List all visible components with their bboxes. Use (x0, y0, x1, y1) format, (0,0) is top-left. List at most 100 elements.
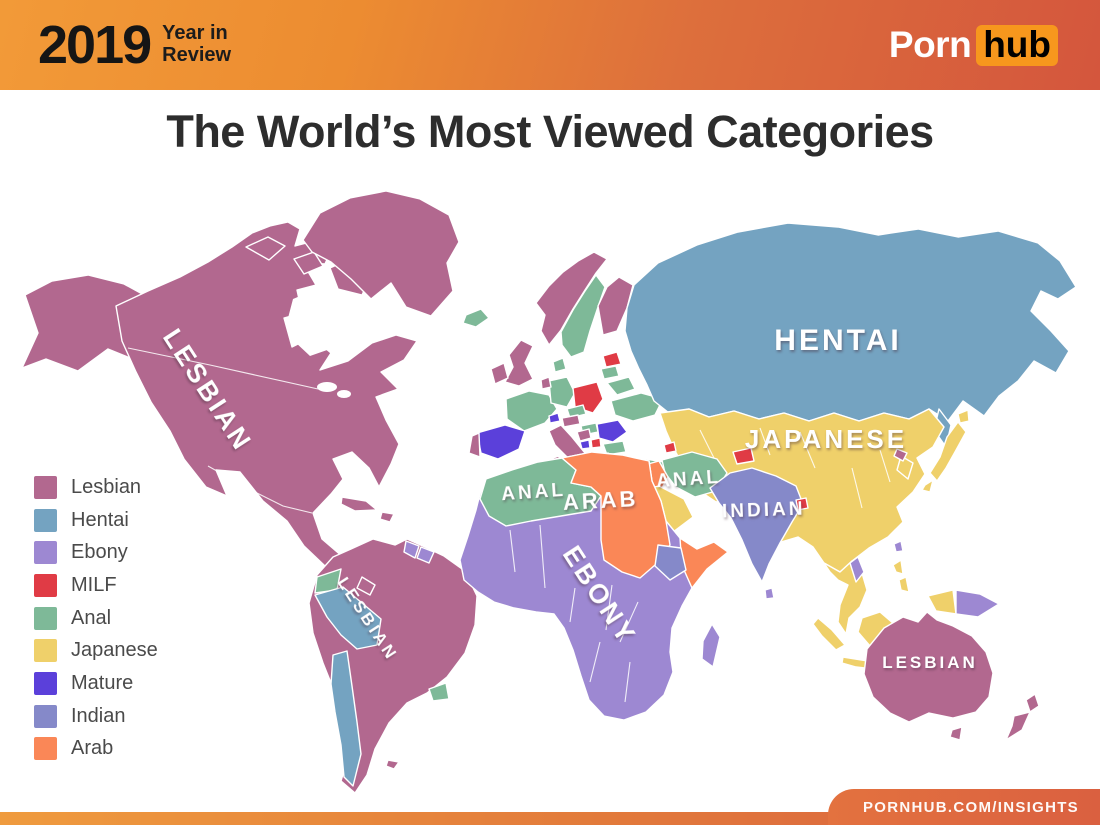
bosnia-shape (579, 439, 591, 450)
bangladesh-shape (795, 497, 809, 511)
falklands-shape (385, 759, 400, 770)
map-label-japanese: JAPANESE (745, 424, 907, 454)
north-korea-shape (893, 448, 908, 462)
map-label-lesbian-au: LESBIAN (882, 653, 978, 672)
hokkaido-shape (957, 409, 970, 424)
legend-label: Hentai (71, 508, 129, 531)
spain-shape (476, 424, 526, 460)
legend-row-hentai: Hentai (34, 504, 158, 537)
germany-shape (548, 376, 576, 408)
romania-shape (596, 419, 628, 443)
legend-swatch-milf (34, 573, 57, 597)
year-subtitle-line1: Year in (162, 22, 228, 45)
japan-south-shape (921, 479, 934, 493)
legend-label: Anal (71, 606, 112, 629)
footer-link[interactable]: PORNHUB.COM/INSIGHTS (828, 789, 1100, 825)
map-label-anal-west: ANAL (501, 480, 567, 505)
arctic-island-shape (245, 236, 286, 261)
uk-shape (504, 339, 534, 387)
arctic-island-shape (293, 251, 324, 275)
uruguay-shape (428, 682, 450, 702)
hispaniola-shape (379, 511, 395, 523)
taiwan-shape (893, 540, 904, 553)
legend-label: Arab (71, 737, 114, 760)
region-oceania (863, 611, 1040, 741)
great-lakes-shape (337, 390, 351, 398)
region-asia (659, 408, 1000, 671)
page-title: The World’s Most Viewed Categories (166, 106, 934, 157)
norway-shape (535, 251, 608, 346)
legend-row-mature: Mature (34, 667, 158, 700)
logo-porn-text: Porn (888, 24, 972, 65)
legend-label: Ebony (71, 541, 128, 564)
hudson-bay-shape (288, 291, 330, 356)
map-label-arab: ARAB (562, 486, 639, 515)
belarus-shape (606, 376, 636, 396)
lithuania-shape (600, 365, 620, 380)
japan-shape (929, 421, 967, 482)
ukraine-shape (610, 392, 664, 422)
legend-swatch-ebony (34, 541, 57, 565)
libya-egypt-sudan-shape (561, 451, 671, 579)
legend-label: Japanese (71, 639, 158, 662)
footer-link-text: PORNHUB.COM/INSIGHTS (862, 798, 1079, 816)
serbia-shape (590, 437, 602, 449)
greenland-shape (302, 190, 460, 317)
footer-strip (0, 812, 1100, 825)
baltics-shape (602, 351, 622, 368)
new-zealand-north-shape (1025, 693, 1040, 713)
header-banner: 2019 Year in Review Porn hub (0, 0, 1100, 90)
legend-swatch-indian (34, 704, 57, 728)
legend-row-lesbian: Lesbian (34, 471, 158, 504)
legend-swatch-anal (34, 606, 57, 630)
region-south-america (308, 538, 478, 794)
legend-swatch-japanese (34, 639, 57, 663)
bulgaria-shape (602, 440, 627, 456)
legend-label: MILF (71, 573, 117, 596)
legend-row-japanese: Japanese (34, 634, 158, 667)
guyana-shape (403, 540, 420, 559)
suriname-shape (416, 546, 435, 564)
new-zealand-south-shape (1005, 711, 1031, 741)
us-canada-border (127, 347, 319, 390)
legend-row-arab: Arab (34, 733, 158, 766)
philippines-shape (892, 559, 904, 575)
iceland-shape (462, 308, 490, 328)
region-north-america (21, 190, 460, 592)
australia-shape (863, 611, 994, 723)
france-shape (505, 390, 558, 432)
year-group: 2019 Year in Review (38, 18, 231, 72)
legend-swatch-lesbian (34, 475, 57, 499)
caucasus-shape (663, 441, 677, 454)
portugal-shape (468, 432, 481, 458)
philippines-shape (898, 576, 910, 593)
legend-label: Mature (71, 671, 134, 694)
laos-shape (849, 556, 865, 583)
legend: Lesbian Hentai Ebony MILF Anal Japanese … (34, 471, 158, 765)
legend-row-anal: Anal (34, 602, 158, 635)
switzerland-shape (548, 412, 561, 424)
india-pakistan-shape (709, 467, 804, 583)
asia-borders (699, 427, 891, 509)
us-mexico-border (207, 465, 313, 514)
legend-swatch-mature (34, 671, 57, 695)
panama-link-shape (356, 576, 376, 596)
map-label-anal-east: ANAL (656, 467, 722, 492)
region-africa (459, 451, 729, 721)
legend-row-ebony: Ebony (34, 536, 158, 569)
map-label-indian: INDIAN (722, 499, 806, 523)
madagascar-shape (701, 623, 721, 668)
pornhub-logo: Porn hub (889, 24, 1058, 66)
legend-swatch-hentai (34, 508, 57, 532)
czech-shape (566, 404, 587, 419)
new-guinea-west-shape (927, 589, 957, 615)
tasmania-shape (949, 726, 963, 741)
africa-borders (509, 524, 639, 703)
legend-row-milf: MILF (34, 569, 158, 602)
great-lakes-shape (317, 382, 337, 392)
ethiopia-shape (654, 544, 687, 581)
ireland-shape (490, 362, 509, 385)
legend-swatch-arab (34, 737, 57, 761)
kyrgyzstan-shape (732, 447, 755, 465)
russia-shape (624, 222, 1077, 422)
